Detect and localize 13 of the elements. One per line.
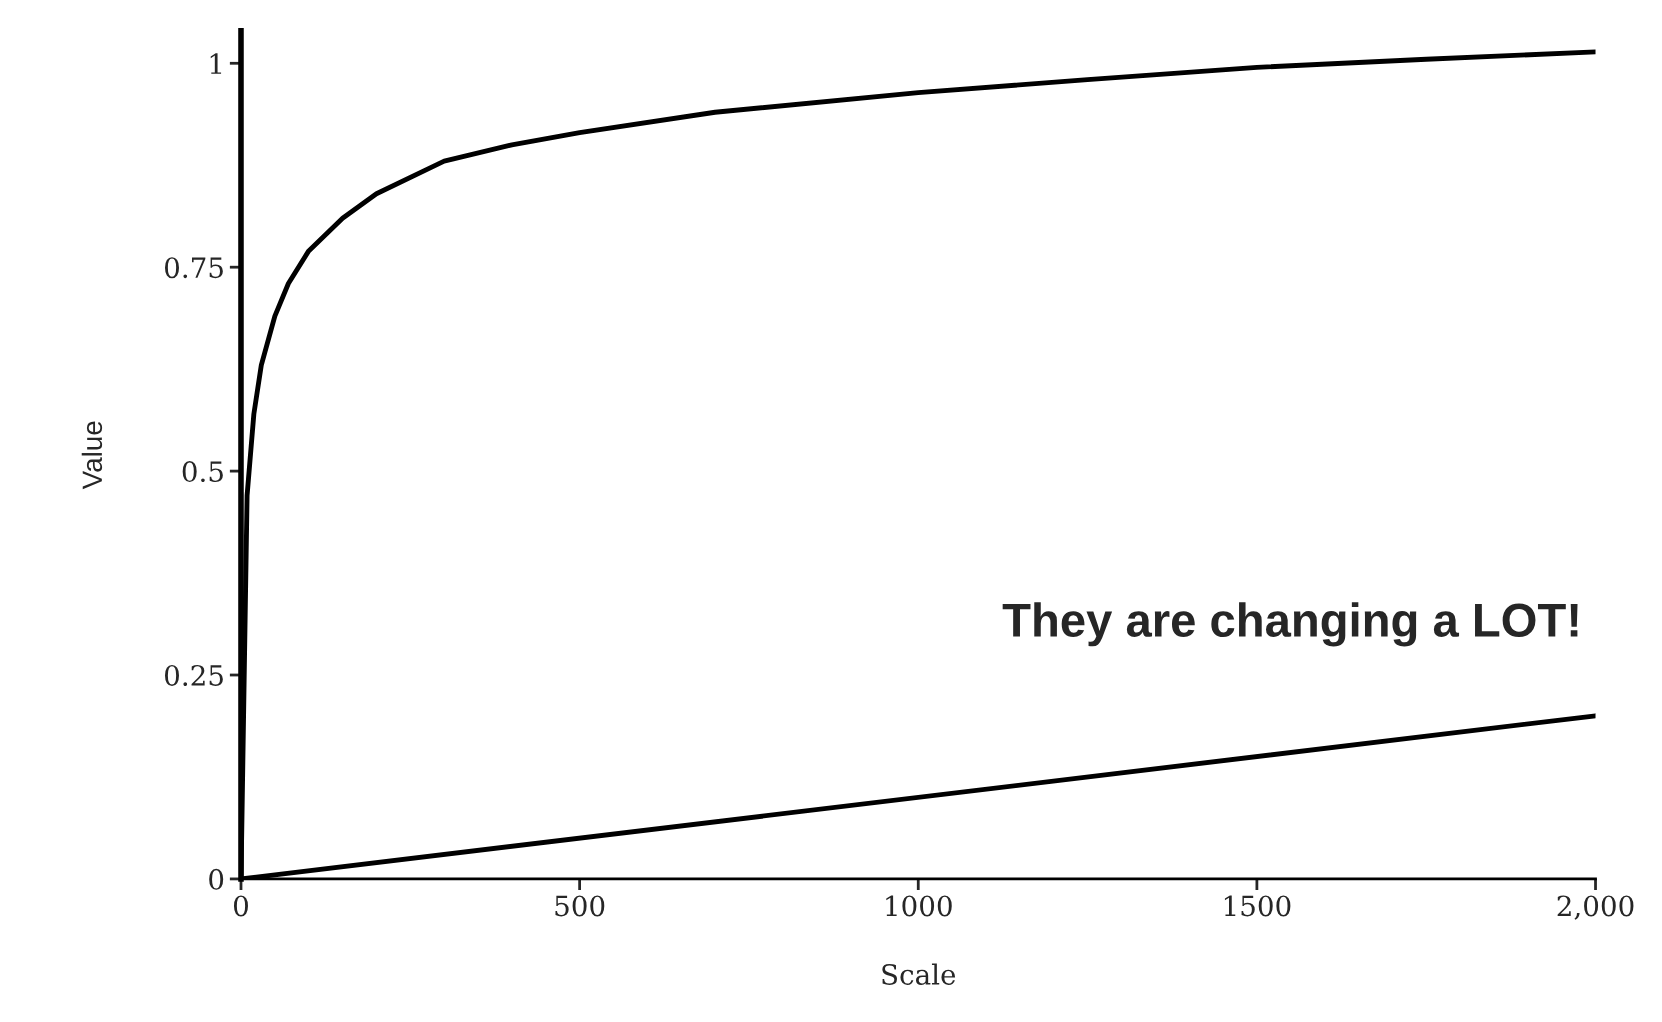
- y-axis-title: Value: [81, 421, 103, 490]
- x-axis-title: Scale: [882, 963, 956, 985]
- x-tick-label: 1500: [1224, 895, 1291, 917]
- x-tick-label: 1000: [886, 895, 952, 917]
- y-tick-label: 1: [210, 53, 222, 74]
- y-tick-label: 0.5: [182, 461, 223, 483]
- y-tick-label: 0.25: [165, 664, 223, 686]
- y-tick-label: 0.75: [165, 257, 223, 279]
- x-tick-label: 2,000: [1557, 895, 1634, 920]
- x-tick-label: 500: [555, 895, 605, 917]
- x-tick-label: 0: [233, 895, 248, 917]
- y-tick-label: 0: [209, 868, 224, 890]
- annotation: They are changing a LOT!: [1002, 602, 1578, 647]
